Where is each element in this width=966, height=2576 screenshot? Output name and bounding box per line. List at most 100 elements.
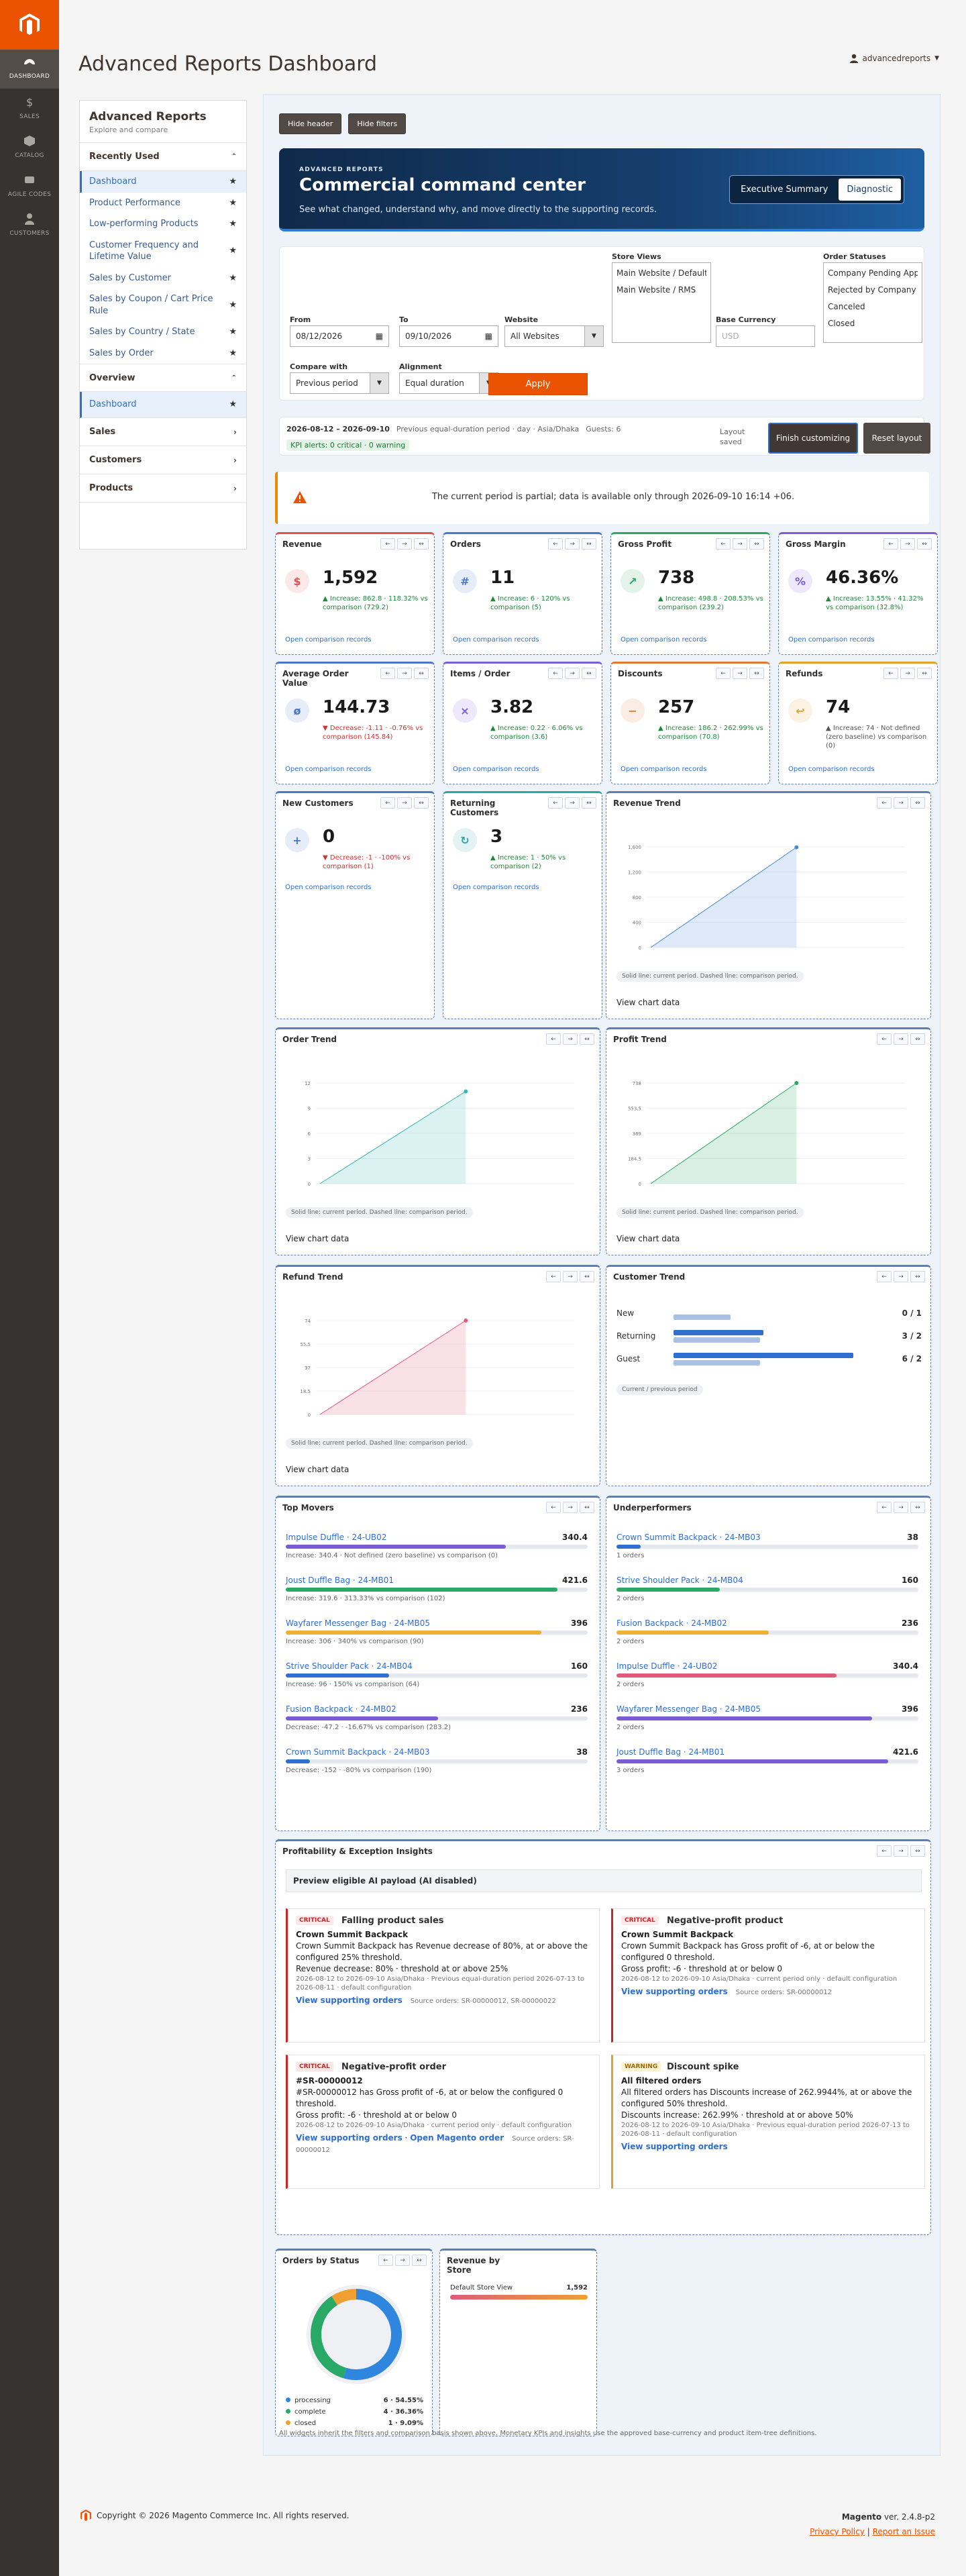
open-comparison-records-link[interactable]: Open comparison records xyxy=(453,636,539,643)
move-right-button[interactable]: → xyxy=(733,538,747,550)
resize-button[interactable]: ↔ xyxy=(412,2255,427,2266)
sidebar-item-5[interactable]: Sales by Coupon / Cart Price Rule ★ xyxy=(80,289,246,321)
resize-button[interactable]: ↔ xyxy=(749,668,764,679)
apply-button[interactable]: Apply xyxy=(488,373,588,395)
product-link[interactable]: Impulse Duffle · 24-UB02 xyxy=(286,1533,387,1542)
diagnostic-tab[interactable]: Diagnostic xyxy=(839,178,901,201)
open-comparison-records-link[interactable]: Open comparison records xyxy=(788,766,875,773)
move-right-button[interactable]: → xyxy=(900,538,915,550)
move-right-button[interactable]: → xyxy=(563,1502,578,1513)
nav-item-sales[interactable]: $ SALES xyxy=(0,89,59,127)
sidebar-item-1[interactable]: Product Performance ★ xyxy=(80,193,246,214)
sidebar-item-0[interactable]: Dashboard ★ xyxy=(80,171,246,193)
user-menu[interactable]: advancedreports ▼ xyxy=(849,54,939,63)
resize-button[interactable]: ↔ xyxy=(580,1502,594,1513)
open-comparison-records-link[interactable]: Open comparison records xyxy=(285,884,372,891)
move-left-button[interactable]: ← xyxy=(548,668,563,679)
hide-header-button[interactable]: Hide header xyxy=(279,113,342,134)
star-icon[interactable]: ★ xyxy=(229,327,237,338)
privacy-policy-link[interactable]: Privacy Policy xyxy=(810,2527,865,2536)
move-left-button[interactable]: ← xyxy=(380,668,395,679)
product-link[interactable]: Joust Duffle Bag · 24-MB01 xyxy=(286,1576,394,1585)
move-right-button[interactable]: → xyxy=(565,797,580,809)
move-right-button[interactable]: → xyxy=(565,668,580,679)
move-left-button[interactable]: ← xyxy=(546,1502,561,1513)
reset-layout-button[interactable]: Reset layout xyxy=(863,423,930,454)
star-icon[interactable]: ★ xyxy=(229,219,237,229)
magento-logo[interactable] xyxy=(0,0,59,50)
move-left-button[interactable]: ← xyxy=(380,797,395,809)
order-statuses-multiselect[interactable]: Company Pending ApprovalRejected by Comp… xyxy=(823,262,922,343)
move-left-button[interactable]: ← xyxy=(716,668,731,679)
to-date-input[interactable]: 09/10/2026 ▦ xyxy=(399,325,498,347)
website-select[interactable]: All Websites ▼ xyxy=(504,325,604,347)
sidebar-item-6[interactable]: Sales by Country / State ★ xyxy=(80,321,246,343)
resize-button[interactable]: ↔ xyxy=(749,538,764,550)
move-left-button[interactable]: ← xyxy=(548,797,563,809)
move-left-button[interactable]: ← xyxy=(548,538,563,550)
sidebar-item-2[interactable]: Low-performing Products ★ xyxy=(80,213,246,235)
store-views-multiselect[interactable]: Main Website / Default Store ViewMain We… xyxy=(612,262,711,343)
resize-button[interactable]: ↔ xyxy=(582,668,596,679)
nav-item-dashboard[interactable]: DASHBOARD xyxy=(0,50,59,89)
resize-button[interactable]: ↔ xyxy=(414,538,429,550)
product-link[interactable]: Wayfarer Messenger Bag · 24-MB05 xyxy=(286,1618,431,1628)
move-left-button[interactable]: ← xyxy=(546,1271,561,1282)
resize-button[interactable]: ↔ xyxy=(910,1033,925,1045)
resize-button[interactable]: ↔ xyxy=(580,1271,594,1282)
view-chart-data-link[interactable]: View chart data xyxy=(286,1234,350,1243)
open-comparison-records-link[interactable]: Open comparison records xyxy=(788,636,875,643)
view-supporting-orders-link[interactable]: View supporting orders xyxy=(621,2142,728,2151)
resize-button[interactable]: ↔ xyxy=(910,1271,925,1282)
move-right-button[interactable]: → xyxy=(397,538,412,550)
report-issue-link[interactable]: Report an Issue xyxy=(872,2527,935,2536)
open-comparison-records-link[interactable]: Open comparison records xyxy=(285,766,372,773)
move-right-button[interactable]: → xyxy=(565,538,580,550)
move-right-button[interactable]: → xyxy=(894,1845,908,1857)
move-left-button[interactable]: ← xyxy=(883,538,898,550)
move-right-button[interactable]: → xyxy=(395,2255,410,2266)
resize-button[interactable]: ↔ xyxy=(917,538,932,550)
view-chart-data-link[interactable]: View chart data xyxy=(616,998,680,1007)
resize-button[interactable]: ↔ xyxy=(414,797,429,809)
group-sales[interactable]: Sales › xyxy=(80,418,246,447)
move-right-button[interactable]: → xyxy=(733,668,747,679)
move-left-button[interactable]: ← xyxy=(877,1271,892,1282)
sidebar-item-3[interactable]: Customer Frequency and Lifetime Value ★ xyxy=(80,235,246,268)
resize-button[interactable]: ↔ xyxy=(580,1033,594,1045)
ai-payload-toggle[interactable]: Preview eligible AI payload (AI disabled… xyxy=(286,1869,922,1892)
move-right-button[interactable]: → xyxy=(894,1271,908,1282)
move-left-button[interactable]: ← xyxy=(716,538,731,550)
star-icon[interactable]: ★ xyxy=(229,197,237,208)
move-right-button[interactable]: → xyxy=(894,797,908,809)
product-link[interactable]: Fusion Backpack · 24-MB02 xyxy=(616,1618,727,1628)
product-link[interactable]: Strive Shoulder Pack · 24-MB04 xyxy=(286,1661,413,1671)
resize-button[interactable]: ↔ xyxy=(414,668,429,679)
product-link[interactable]: Strive Shoulder Pack · 24-MB04 xyxy=(616,1576,743,1585)
product-link[interactable]: Impulse Duffle · 24-UB02 xyxy=(616,1661,718,1671)
move-left-button[interactable]: ← xyxy=(380,538,395,550)
from-date-input[interactable]: 08/12/2026 ▦ xyxy=(290,325,389,347)
resize-button[interactable]: ↔ xyxy=(910,797,925,809)
open-comparison-records-link[interactable]: Open comparison records xyxy=(453,884,539,891)
open-comparison-records-link[interactable]: Open comparison records xyxy=(453,766,539,773)
view-supporting-orders-link[interactable]: View supporting orders xyxy=(296,2133,402,2143)
move-right-button[interactable]: → xyxy=(397,668,412,679)
resize-button[interactable]: ↔ xyxy=(582,538,596,550)
group-overview[interactable]: Overview ⌃ xyxy=(80,364,246,393)
view-chart-data-link[interactable]: View chart data xyxy=(286,1465,350,1474)
alignment-select[interactable]: Equal duration▼ xyxy=(399,372,498,394)
product-link[interactable]: Joust Duffle Bag · 24-MB01 xyxy=(616,1747,725,1757)
move-left-button[interactable]: ← xyxy=(546,1033,561,1045)
resize-button[interactable]: ↔ xyxy=(582,797,596,809)
move-right-button[interactable]: → xyxy=(894,1033,908,1045)
resize-button[interactable]: ↔ xyxy=(910,1845,925,1857)
open-magento-order-link[interactable]: Open Magento order xyxy=(410,2133,504,2143)
open-comparison-records-link[interactable]: Open comparison records xyxy=(621,766,707,773)
move-right-button[interactable]: → xyxy=(563,1033,578,1045)
sidebar-item-4[interactable]: Sales by Customer ★ xyxy=(80,268,246,289)
finish-customizing-button[interactable]: Finish customizing xyxy=(768,423,858,454)
resize-button[interactable]: ↔ xyxy=(917,668,932,679)
group-products[interactable]: Products › xyxy=(80,474,246,503)
product-link[interactable]: Crown Summit Backpack · 24-MB03 xyxy=(286,1747,430,1757)
